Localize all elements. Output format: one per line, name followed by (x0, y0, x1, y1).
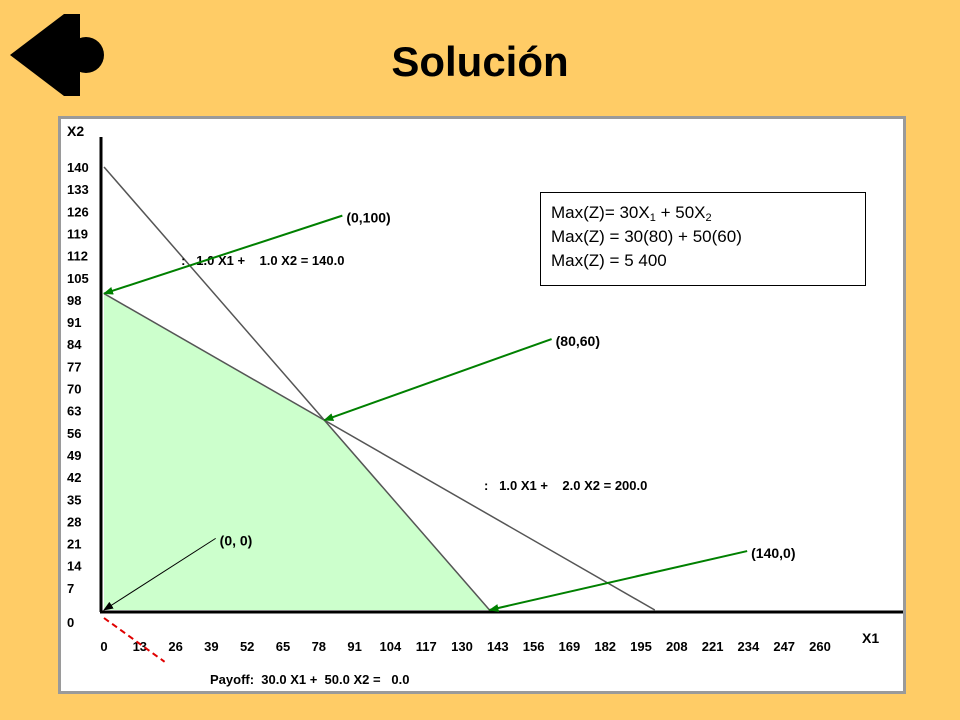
y-tick-label: 91 (67, 315, 81, 330)
x-tick-label: 234 (738, 639, 760, 654)
x-tick-label: 143 (487, 639, 509, 654)
x-tick-label: 182 (594, 639, 616, 654)
annotation-label: (80,60) (556, 333, 600, 349)
y-tick-label: 126 (67, 204, 89, 219)
objective-substitution: Max(Z) = 30(80) + 50(60) (551, 227, 742, 246)
y-tick-label: 35 (67, 492, 81, 507)
constraint-line-1 (103, 166, 491, 611)
constraint-line-2 (103, 292, 656, 611)
annotation-arrow (103, 537, 216, 611)
x-tick-label: 260 (809, 639, 831, 654)
y-tick-label: 140 (67, 160, 89, 175)
y-tick-label: 49 (67, 448, 81, 463)
logo (10, 14, 106, 101)
y-tick-label: 133 (67, 182, 89, 197)
annotation-label: (0, 0) (220, 532, 253, 548)
y-tick-label: 28 (67, 514, 81, 529)
feasible-region (104, 293, 490, 610)
objective-box: Max(Z)= 30X1 + 50X2 Max(Z) = 30(80) + 50… (540, 192, 866, 286)
y-axis-label: X2 (67, 123, 84, 139)
x-tick-label: 39 (204, 639, 218, 654)
logo-triangle (10, 14, 64, 96)
x-tick-label: 156 (523, 639, 545, 654)
y-tick-label: 42 (67, 470, 81, 485)
x-tick-label: 195 (630, 639, 652, 654)
x-tick-label: 104 (380, 639, 402, 654)
x-axis-label: X1 (862, 630, 879, 646)
constraint-label-2: : 1.0 X1 + 2.0 X2 = 200.0 (484, 478, 647, 493)
y-tick-label: 56 (67, 426, 81, 441)
x-tick-label: 0 (100, 639, 107, 654)
y-tick-label: 70 (67, 382, 81, 397)
payoff-label: Payoff: 30.0 X1 + 50.0 X2 = 0.0 (210, 672, 409, 687)
y-tick-label: 105 (67, 271, 89, 286)
x-tick-label: 78 (312, 639, 326, 654)
x-tick-label: 26 (168, 639, 182, 654)
objective-function: Max(Z)= 30X1 + 50X2 (551, 203, 712, 224)
annotation-label: (0,100) (346, 210, 390, 226)
slide-title: Solución (391, 38, 569, 85)
x-tick-label: 13 (133, 639, 147, 654)
x-tick-label: 208 (666, 639, 688, 654)
logo-circle (68, 37, 104, 73)
objective-result: Max(Z) = 5 400 (551, 251, 667, 270)
annotation-arrow (488, 550, 748, 612)
y-tick-label: 14 (67, 559, 82, 574)
payoff-line (103, 617, 166, 663)
x-tick-label: 65 (276, 639, 290, 654)
y-tick-label: 77 (67, 359, 81, 374)
annotation-arrow (103, 214, 343, 295)
y-tick-label: 63 (67, 404, 81, 419)
x-tick-label: 247 (773, 639, 795, 654)
x-tick-label: 130 (451, 639, 473, 654)
x-tick-label: 117 (416, 639, 437, 654)
y-tick-label: 98 (67, 293, 81, 308)
y-tick-label: 119 (67, 226, 88, 241)
constraint-label-1: : 1.0 X1 + 1.0 X2 = 140.0 (181, 253, 344, 268)
y-tick-label: 21 (67, 537, 81, 552)
x-tick-label: 221 (702, 639, 724, 654)
y-tick-label: 7 (67, 581, 74, 596)
x-tick-label: 91 (347, 639, 361, 654)
y-tick-label: 0 (67, 615, 74, 630)
annotation-arrow (323, 338, 552, 422)
y-tick-label: 84 (67, 337, 82, 352)
y-tick-label: 112 (67, 249, 88, 264)
x-tick-label: 169 (559, 639, 581, 654)
annotation-label: (140,0) (751, 545, 795, 561)
x-tick-label: 52 (240, 639, 254, 654)
